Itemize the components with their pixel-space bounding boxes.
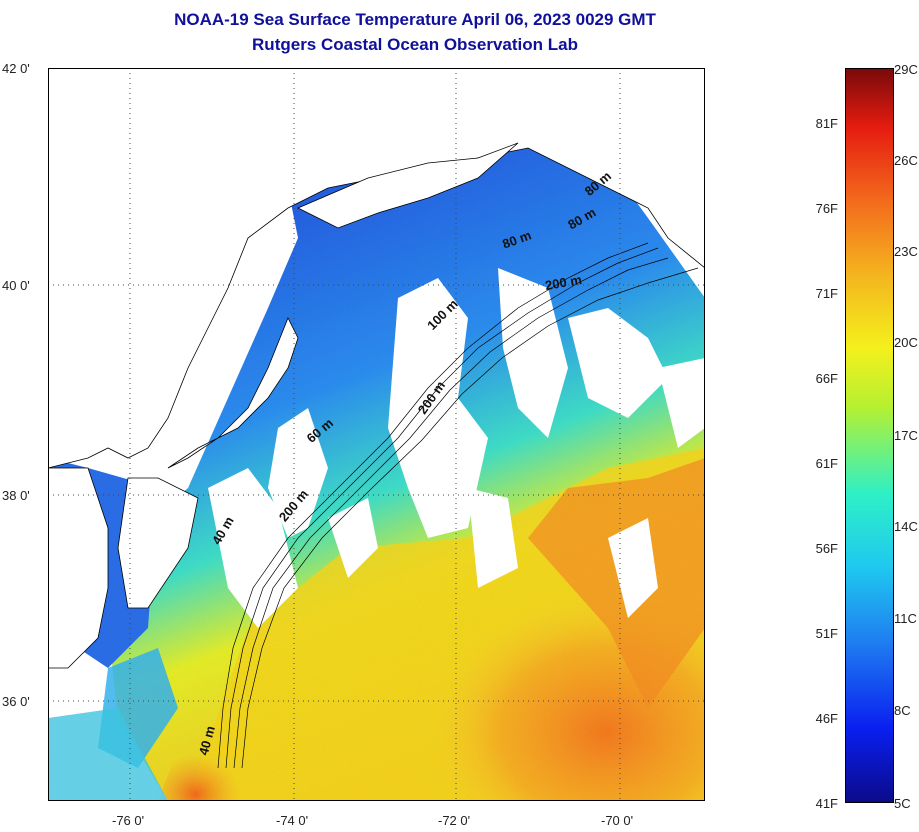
lat-label-36: 36 0' <box>2 694 30 709</box>
colorbar-c-label-5: 5C <box>894 796 911 811</box>
lon-label-76: -76 0' <box>112 813 145 828</box>
map-title: NOAA-19 Sea Surface Temperature April 06… <box>174 10 656 29</box>
map-subtitle: Rutgers Coastal Ocean Observation Lab <box>252 35 578 54</box>
colorbar-f-label-66: 66F <box>815 371 838 386</box>
land <box>47 67 706 669</box>
isobaths <box>217 242 699 769</box>
colorbar-c-label-20: 20C <box>894 335 918 350</box>
lat-label-38: 38 0' <box>2 488 30 503</box>
colorbar-c-label-23: 23C <box>894 244 918 259</box>
colorbar-c-label-11: 11C <box>894 611 917 626</box>
lon-label-74: -74 0' <box>276 813 309 828</box>
colorbar-f-label-51: 51F <box>815 626 838 641</box>
lon-label-72: -72 0' <box>438 813 471 828</box>
lon-label-70: -70 0' <box>601 813 634 828</box>
sst-map-canvas <box>47 67 706 801</box>
sst-map <box>47 67 706 801</box>
colorbar-c-label-26: 26C <box>894 153 918 168</box>
lat-label-42: 42 0' <box>2 61 30 76</box>
colorbar-f-label-61: 61F <box>815 456 838 471</box>
colorbar-f-label-76: 76F <box>815 201 838 216</box>
colorbar-f-label-46: 46F <box>815 711 838 726</box>
colorbar-c-label-17: 17C <box>894 428 918 443</box>
colorbar-c-label-8: 8C <box>894 703 911 718</box>
colorbar-f-label-81: 81F <box>815 116 838 131</box>
lat-label-40: 40 0' <box>2 278 30 293</box>
colorbar-f-label-56: 56F <box>815 541 838 556</box>
temperature-colorbar <box>845 68 894 803</box>
colorbar-f-label-71: 71F <box>815 286 838 301</box>
colorbar-f-label-41: 41F <box>815 796 838 811</box>
graticule <box>48 68 705 801</box>
colorbar-c-label-14: 14C <box>894 519 918 534</box>
colorbar-gradient <box>846 69 893 802</box>
colorbar-c-label-29: 29C <box>894 62 918 77</box>
